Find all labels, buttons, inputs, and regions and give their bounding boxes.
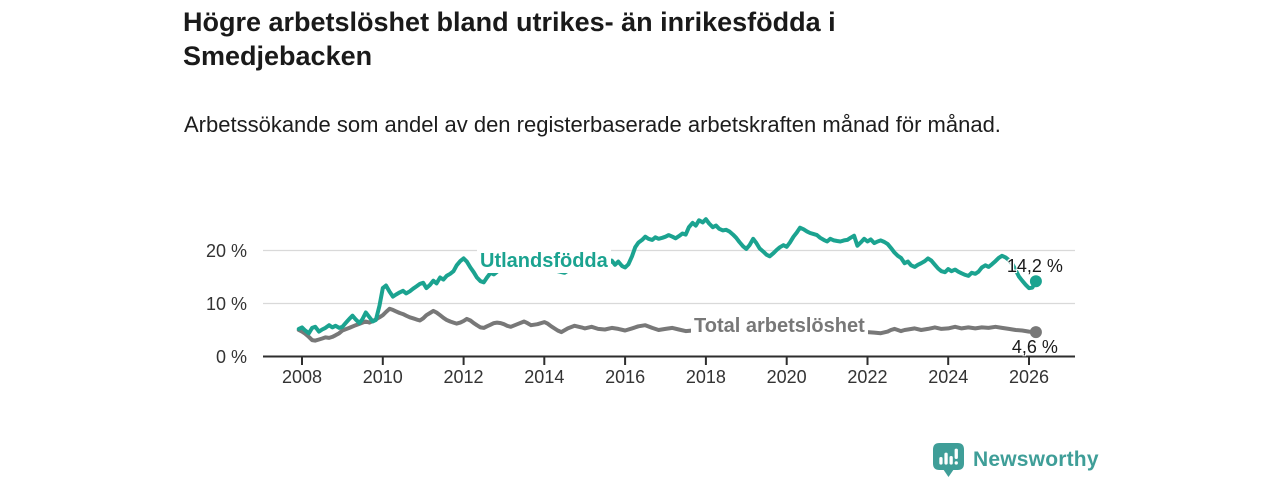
- series-line-utlandsfodda: [296, 217, 1038, 336]
- series-end-dot-total: [1029, 326, 1042, 339]
- newsworthy-logo: Newsworthy: [933, 443, 1099, 477]
- newsworthy-wordmark: Newsworthy: [973, 448, 1099, 471]
- page-title: Högre arbetslöshet bland utrikes- än inr…: [183, 7, 836, 71]
- series-line-total: [296, 306, 1038, 343]
- bar-chart-speech-bubble-icon: [933, 443, 964, 477]
- page-subtitle: Arbetssökande som andel av den registerb…: [184, 112, 1001, 137]
- series-end-dot-utlandsfodda: [1029, 275, 1042, 288]
